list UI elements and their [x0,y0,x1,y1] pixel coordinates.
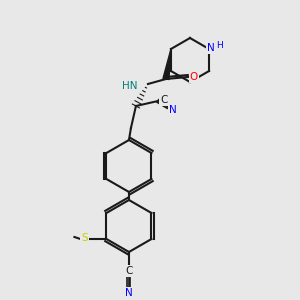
Text: N: N [125,288,133,298]
Text: H: H [216,41,222,50]
Text: HN: HN [122,81,138,91]
Text: C: C [125,266,133,276]
Text: N: N [207,43,215,53]
Text: O: O [190,72,198,82]
Text: N: N [169,105,177,115]
Polygon shape [163,49,171,80]
Text: C: C [160,95,168,105]
Text: S: S [81,233,88,243]
